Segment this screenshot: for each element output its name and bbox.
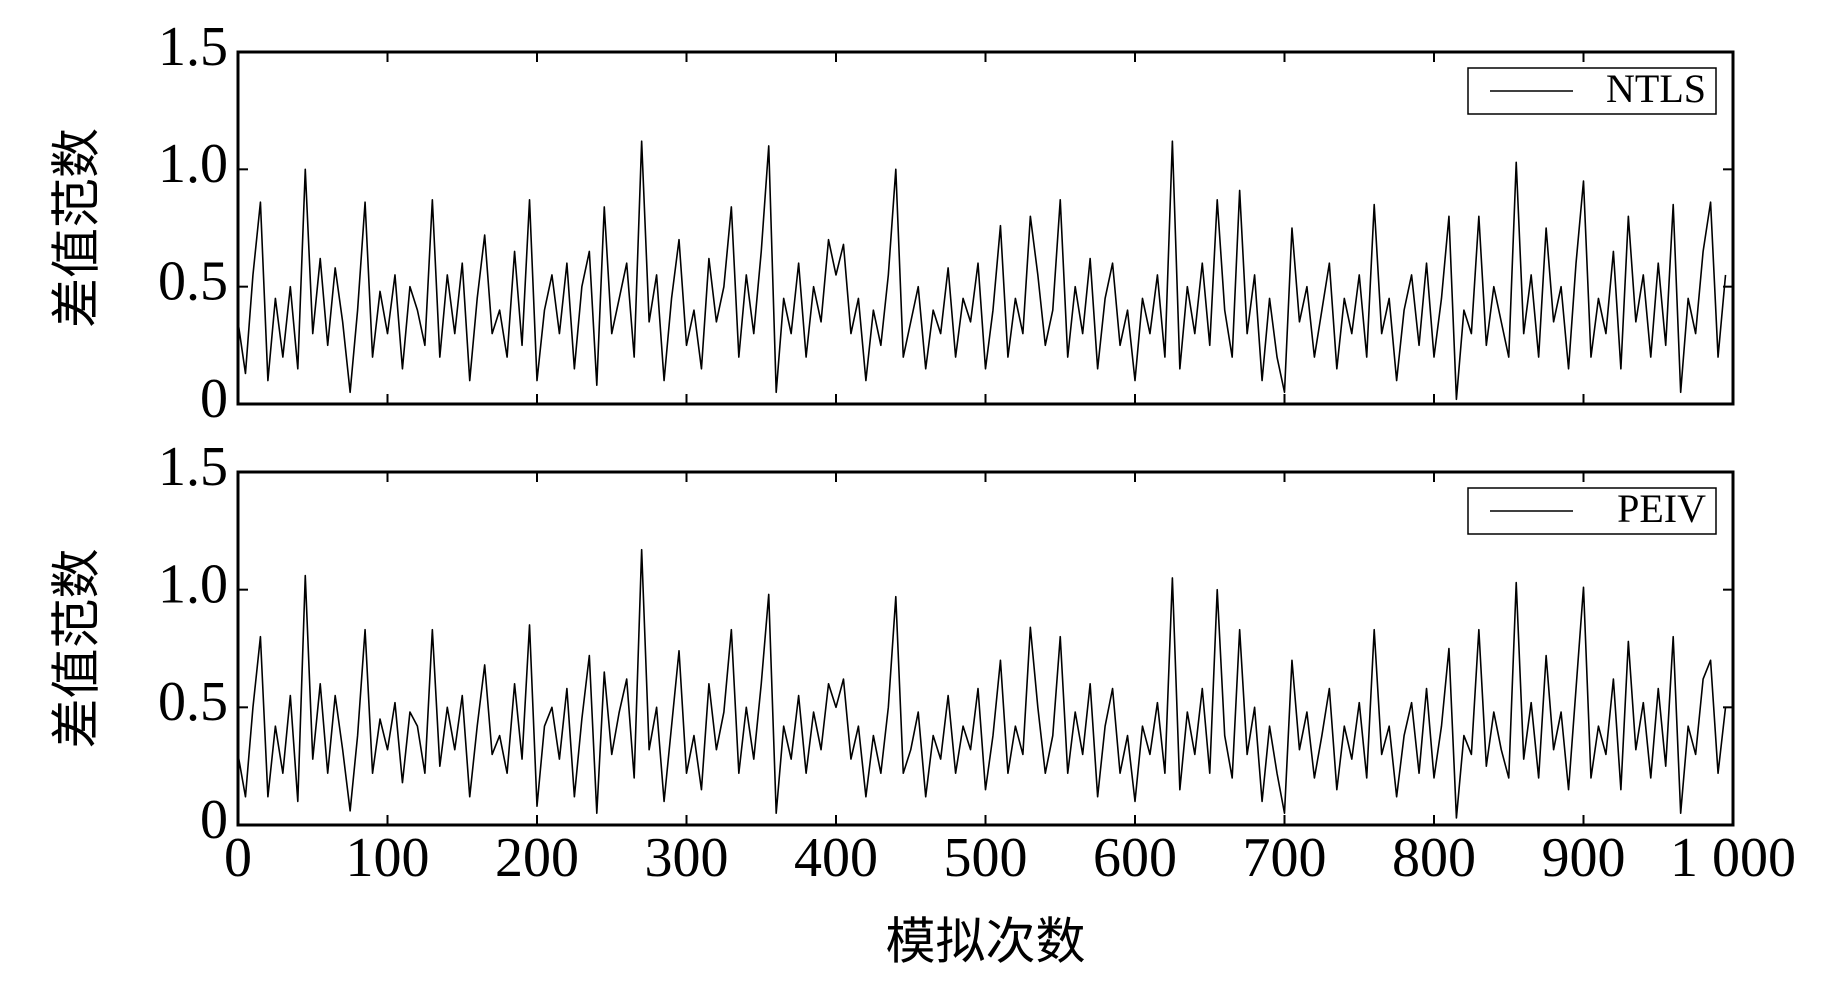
y-tick-label: 0 (200, 368, 228, 430)
x-tick-label: 300 (645, 827, 729, 889)
legend-label: PEIV (1617, 486, 1706, 531)
x-tick-label: 500 (944, 827, 1028, 889)
x-tick-label: 0 (224, 827, 252, 889)
data-line (237, 140, 1727, 401)
x-tick-label: 600 (1093, 827, 1177, 889)
y-tick-label: 1.5 (158, 16, 228, 78)
data-line (237, 548, 1727, 819)
y-tick-label: 0.5 (158, 251, 228, 313)
x-tick-label: 900 (1542, 827, 1626, 889)
y-tick-label: 1.5 (158, 436, 228, 498)
y-tick-label: 1.0 (158, 554, 228, 616)
y-tick-label: 0 (200, 789, 228, 851)
x-tick-label: 100 (346, 827, 430, 889)
axes-frame (236, 50, 1735, 406)
x-tick-label: 800 (1392, 827, 1476, 889)
x-axis-label: 模拟次数 (886, 913, 1086, 969)
x-tick-label: 200 (495, 827, 579, 889)
y-axis-label: 差值范数 (48, 128, 104, 328)
x-tick-label: 1 000 (1670, 827, 1796, 889)
y-tick-label: 0.5 (158, 671, 228, 733)
x-tick-label: 400 (794, 827, 878, 889)
y-axis-label: 差值范数 (48, 549, 104, 749)
legend-label: NTLS (1606, 66, 1706, 111)
y-tick-label: 1.0 (158, 133, 228, 195)
axes-frame (236, 470, 1735, 827)
x-tick-label: 700 (1243, 827, 1327, 889)
